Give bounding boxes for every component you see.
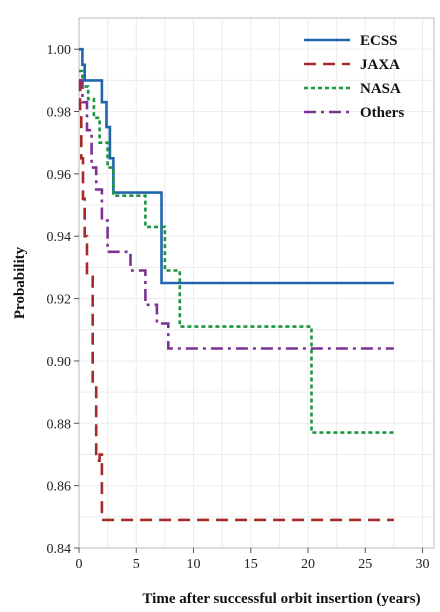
legend-label-others: Others: [360, 105, 404, 121]
y-tick-label: 0.90: [47, 355, 72, 370]
legend-label-nasa: NASA: [360, 81, 401, 97]
y-tick-label: 0.88: [47, 417, 72, 432]
y-tick-label: 0.86: [47, 480, 72, 495]
y-tick-label: 0.84: [47, 542, 72, 557]
legend-label-jaxa: JAXA: [360, 57, 400, 73]
x-tick-label: 30: [416, 557, 430, 572]
x-tick-label: 5: [133, 557, 140, 572]
y-tick-label: 1.00: [47, 43, 72, 58]
y-tick-label: 0.96: [47, 168, 72, 183]
x-axis-title: Time after successful orbit insertion (y…: [142, 591, 420, 607]
x-tick-label: 15: [244, 557, 258, 572]
y-tick-label: 0.94: [47, 230, 72, 245]
y-tick-label: 0.92: [47, 293, 72, 308]
y-tick-label: 0.98: [47, 106, 72, 121]
legend-label-ecss: ECSS: [360, 33, 398, 49]
x-tick-label: 25: [358, 557, 372, 572]
x-tick-label: 10: [187, 557, 201, 572]
x-tick-label: 20: [301, 557, 315, 572]
y-axis-title: Probability: [12, 246, 28, 319]
x-tick-label: 0: [76, 557, 83, 572]
